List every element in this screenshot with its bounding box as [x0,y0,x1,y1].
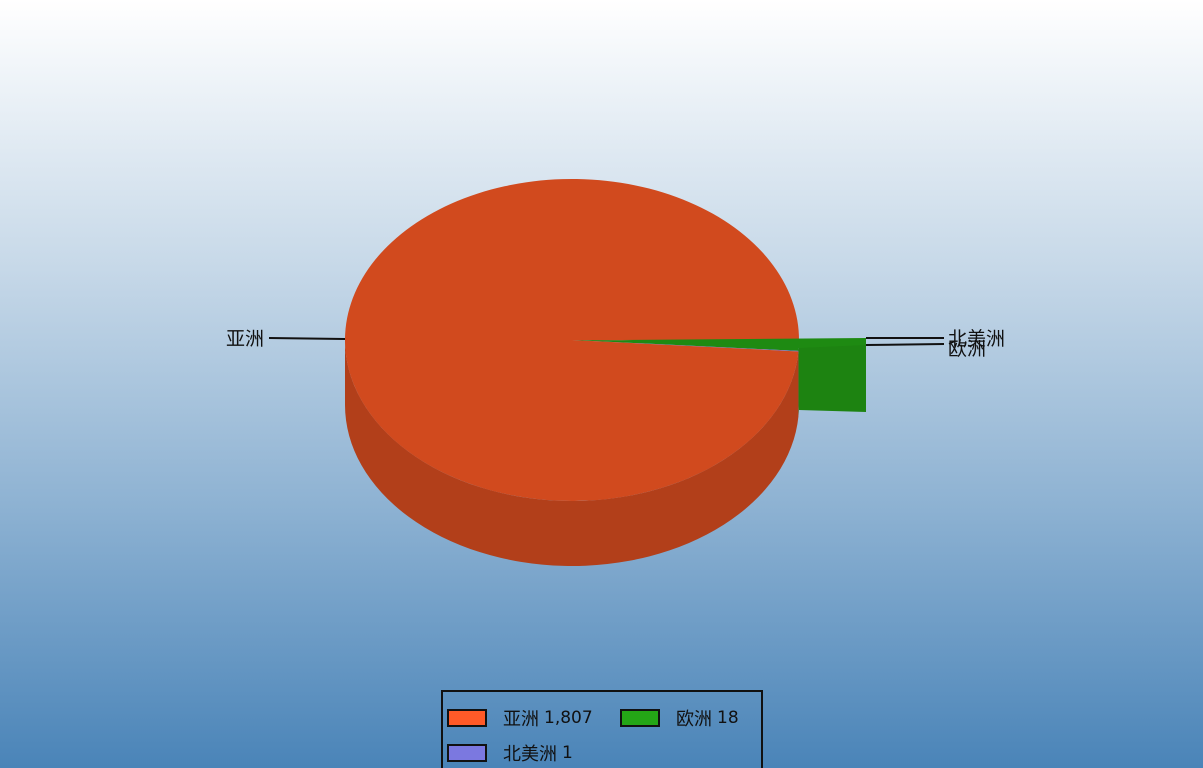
legend-label-europe: 欧洲 [676,709,712,730]
callout-line-europe [865,343,945,346]
legend-swatch-north-america [447,744,487,762]
legend-label-asia: 亚洲 [503,709,539,730]
pie-side-asia [345,340,799,567]
legend-item-asia: 亚洲 1,807 [447,705,593,731]
slice-label-asia: 亚洲 [226,328,264,350]
legend-item-north-america: 北美洲 1 [447,740,573,766]
legend-swatch-europe [620,709,660,727]
pie-slice-north-america [572,340,799,352]
legend: 亚洲 1,807 欧洲 18 北美洲 1 [441,690,763,768]
legend-item-europe: 欧洲 18 [620,705,739,731]
legend-value-north-america: 1 [562,743,573,763]
legend-label-north-america: 北美洲 [503,744,557,765]
legend-value-asia: 1,807 [544,708,593,728]
pie-side-europe [798,340,799,416]
legend-swatch-asia [447,709,487,727]
pie-side-europe-exploded [799,344,866,412]
pie-slice-asia [344,179,799,502]
legend-value-europe: 18 [717,708,739,728]
slice-label-europe: 欧洲 [948,338,986,360]
slice-label-north-america: 北美洲 [948,328,1005,350]
pie-slice-europe-exploded [622,338,866,348]
callout-line-asia [268,337,346,340]
